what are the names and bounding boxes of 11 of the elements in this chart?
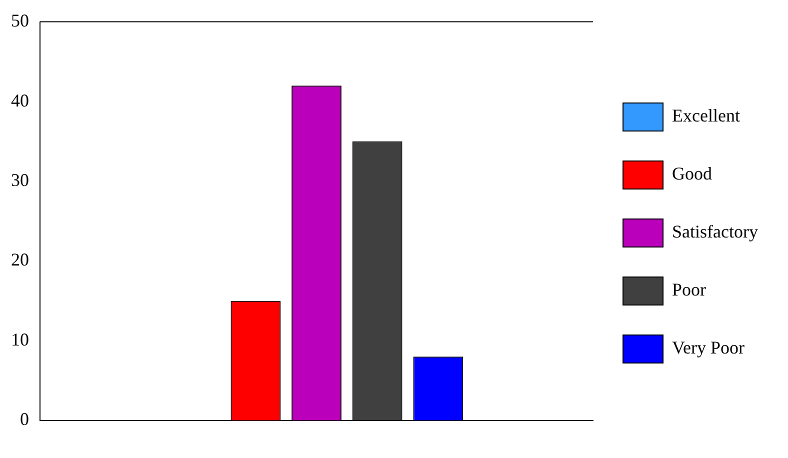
- legend-label: Good: [672, 164, 712, 184]
- legend-label: Satisfactory: [672, 222, 758, 242]
- y-tick-label: 20: [11, 250, 29, 270]
- y-tick-label: 30: [11, 170, 29, 190]
- legend-label: Poor: [672, 280, 706, 300]
- y-tick-label: 50: [11, 10, 29, 31]
- y-tick-label: 40: [11, 90, 29, 110]
- legend-label: Excellent: [672, 106, 740, 126]
- y-tick-label: 10: [11, 329, 29, 350]
- legend-label: Very Poor: [672, 338, 745, 358]
- y-tick-label: 0: [20, 409, 29, 430]
